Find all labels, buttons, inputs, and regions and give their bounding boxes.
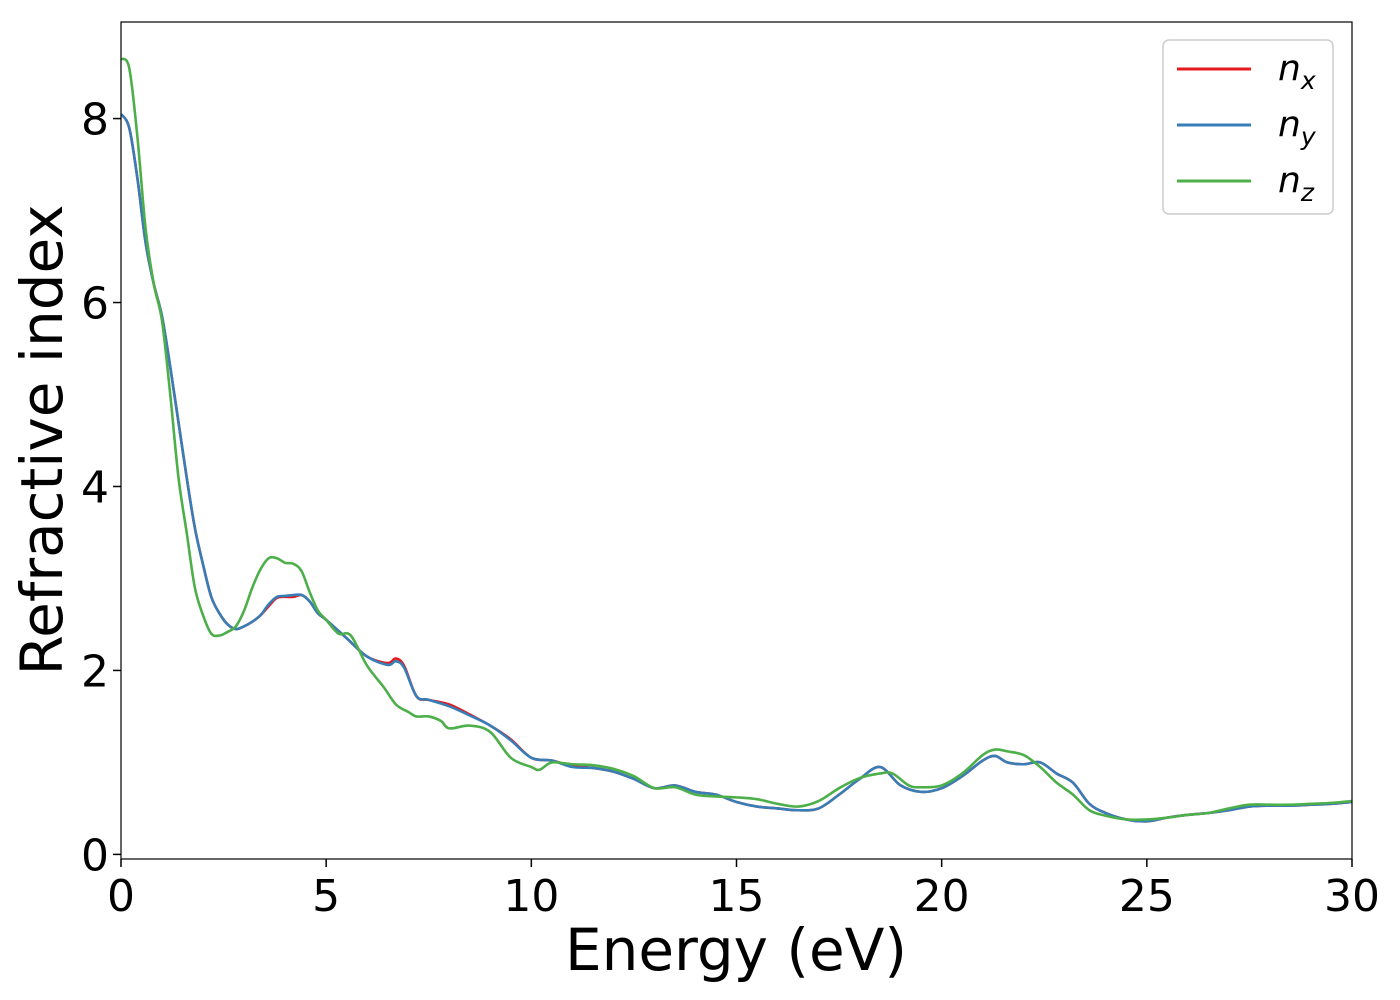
x-tick-label: 15 [709,871,765,922]
y-tick-label: 6 [81,279,109,330]
legend-box [1162,39,1334,215]
legend-label-nx: nx [1278,48,1316,95]
legend-label-ny: ny [1278,104,1317,151]
legend-label-nz: nz [1278,160,1315,207]
y-tick-label: 2 [81,646,109,697]
x-tick-label: 20 [914,871,970,922]
x-axis: 0 5 10 15 20 25 30 [107,859,1380,922]
legend: nx ny nz [1162,39,1334,215]
y-axis: 0 2 4 6 8 [81,95,121,881]
y-tick-label: 0 [81,830,109,881]
y-tick-label: 8 [81,95,109,146]
y-tick-label: 4 [81,462,109,513]
x-tick-label: 5 [312,871,340,922]
series-line-nz [121,57,1352,822]
series-layer [121,57,1352,823]
series-line-ny [121,113,1352,823]
x-tick-label: 30 [1324,871,1380,922]
x-tick-label: 25 [1119,871,1175,922]
x-axis-label: Energy (eV) [565,916,907,984]
x-tick-label: 0 [107,871,135,922]
y-axis-label: Refractive index [8,204,76,675]
x-tick-label: 10 [503,871,559,922]
